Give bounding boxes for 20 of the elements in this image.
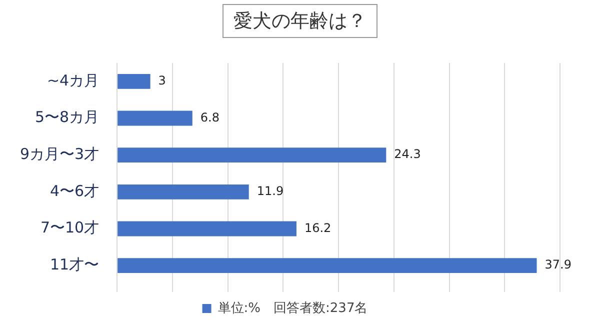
data-label: 37.9 [544,258,572,272]
legend-label: 単位:% 回答者数:237名 [218,300,368,316]
y-tick-label: 11才〜 [50,255,100,274]
data-label: 11.9 [256,184,284,198]
y-tick-label: 5〜8カ月 [34,108,100,126]
bar [118,148,386,163]
data-label: 16.2 [304,220,332,235]
data-label: 6.8 [200,110,220,124]
y-tick-label: ~4カ月 [46,71,100,90]
bar [118,110,192,126]
y-tick-label: 4〜6才 [50,182,100,200]
bar [118,74,150,89]
bar [118,184,249,200]
bar [118,221,296,236]
y-tick-label: 9カ月〜3才 [20,144,100,163]
y-tick-label: 7〜10才 [40,218,100,237]
chart-title: 愛犬の年齢は？ [222,4,378,38]
bar [118,258,537,274]
data-label: 24.3 [394,147,421,162]
data-label: 3 [158,74,166,88]
